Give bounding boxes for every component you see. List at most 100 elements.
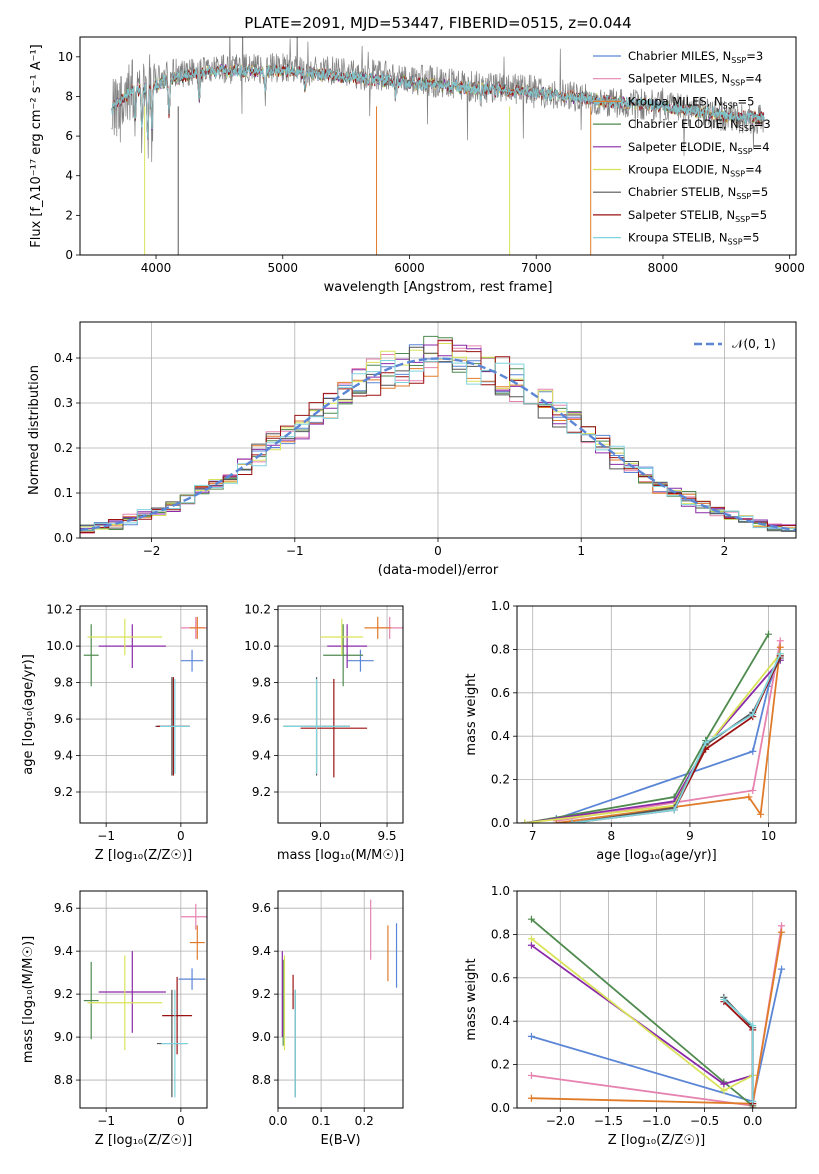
y-tick-label: 4: [65, 169, 73, 183]
y-tick-label: 1.0: [491, 884, 510, 898]
y-tick-label: 9.8: [54, 676, 73, 690]
x-axis-label: age [log₁₀(age/yr)]: [596, 848, 717, 863]
weight-marker: [527, 935, 535, 943]
plot-area-spectrum: [111, 37, 765, 255]
weight-marker: [527, 1094, 535, 1102]
weight-marker: [778, 922, 786, 930]
weight-marker: [749, 1097, 757, 1105]
y-tick-label: 8.8: [54, 1073, 73, 1087]
y-tick-label: 9.4: [252, 944, 271, 958]
x-tick-label: 5000: [267, 261, 298, 275]
x-tick-label: 9: [686, 829, 694, 843]
y-axis-label: Normed distribution: [27, 365, 42, 495]
histogram-series: [80, 335, 796, 532]
chart-residuals: −2 −1 0 1 2 0.0 0.1 0.2 0.3 0.4 (data-model)/error…: [27, 321, 797, 578]
y-tick-label: 0.8: [491, 927, 510, 941]
x-tick-label: −1: [97, 829, 115, 843]
y-tick-label: 10.0: [244, 639, 271, 653]
x-tick-label: −1: [97, 1114, 115, 1128]
x-axis-label: E(B-V): [320, 1133, 360, 1148]
axes-frame: [516, 605, 797, 824]
weight-line: [530, 937, 754, 1092]
weight-marker: [527, 915, 535, 923]
normal-curve: [80, 357, 796, 532]
x-tick-label: 8000: [648, 261, 679, 275]
weight-marker: [527, 1032, 535, 1040]
plot-area-mass_vs_Z: [83, 903, 207, 1098]
axes-frame: [79, 605, 208, 824]
y-tick-label: 9.6: [252, 901, 271, 915]
x-tick-label: 4000: [141, 261, 172, 275]
x-tick-label: −0.5: [690, 1114, 719, 1128]
y-tick-label: 0.2: [491, 773, 510, 787]
plot-area-weights_vs_Z: [527, 915, 786, 1108]
y-tick-label: 0.0: [54, 531, 73, 545]
axes-frame: [277, 605, 404, 824]
weight-line: [524, 659, 781, 823]
y-tick-label: 9.8: [252, 676, 271, 690]
legend-label: Salpeter STELIB, NSSP=5: [628, 208, 767, 224]
y-tick-label: 6: [65, 129, 73, 143]
plot-area-age_vs_Z: [83, 616, 207, 776]
y-tick-label: 9.4: [54, 749, 73, 763]
y-tick-label: 10.0: [46, 639, 73, 653]
x-tick-label: −1.5: [594, 1114, 623, 1128]
weight-marker: [776, 643, 784, 651]
y-axis-label: mass weight: [464, 673, 479, 755]
legend-label: Kroupa MILES, NSSP=5: [628, 94, 754, 110]
weight-marker: [749, 747, 757, 755]
figure-title: PLATE=2091, MJD=53447, FIBERID=0515, z=0…: [244, 14, 631, 32]
axes-frame: [277, 890, 404, 1109]
y-tick-label: 9.6: [54, 712, 73, 726]
weight-line: [723, 996, 754, 1108]
y-tick-label: 10: [58, 50, 73, 64]
weight-marker: [757, 810, 765, 818]
y-axis-label: mass weight: [464, 958, 479, 1040]
y-tick-label: 0.0: [491, 1101, 510, 1115]
y-tick-label: 9.2: [54, 987, 73, 1001]
plot-area-mass_vs_ebv: [281, 899, 398, 1098]
x-tick-label: 8: [607, 829, 615, 843]
histogram-series: [80, 339, 796, 533]
x-tick-label: −2: [143, 544, 161, 558]
x-tick-label: 9.0: [311, 829, 330, 843]
x-axis-label: wavelength [Angstrom, rest frame]: [324, 280, 553, 295]
y-axis-label: age [log₁₀(age/yr)]: [21, 654, 36, 775]
x-axis-label: mass [log₁₀(M/M☉)]: [277, 848, 404, 863]
y-tick-label: 9.6: [54, 901, 73, 915]
chart-spectrum: 4000 5000 6000 7000 8000 9000 0 2 4 6 8 10 wavelengt…: [29, 36, 805, 295]
x-tick-label: −2.0: [546, 1114, 575, 1128]
y-tick-label: 9.4: [252, 749, 271, 763]
y-tick-label: 0.3: [54, 396, 73, 410]
weight-marker: [568, 819, 576, 823]
y-tick-label: 0.4: [54, 351, 73, 365]
axes-frame: [79, 321, 797, 539]
spectrum-legend: Chabrier MILES, NSSP=3 Salpeter MILES, NS…: [593, 49, 771, 247]
x-tick-label: 9.5: [377, 829, 396, 843]
weight-line: [556, 647, 782, 823]
weight-marker: [749, 711, 757, 718]
y-axis-label: Flux [f_λ10⁻¹⁷ erg cm⁻² s⁻¹ A⁻¹]: [29, 44, 44, 248]
x-tick-label: 0.0: [268, 1114, 287, 1128]
weight-marker: [527, 1071, 535, 1079]
weight-marker: [776, 637, 784, 645]
x-tick-label: 0: [434, 544, 442, 558]
x-tick-label: 2: [721, 544, 729, 558]
x-tick-label: 0: [177, 1114, 185, 1128]
weight-marker: [720, 1087, 728, 1095]
chart-age_vs_Z: −1 0 9.2 9.4 9.6 9.8 10.0 10.2 Z [log₁₀(Z/Z☉)] ag…: [21, 603, 208, 863]
weight-line: [530, 918, 754, 1107]
weight-marker: [749, 786, 757, 794]
y-tick-label: 10.2: [244, 603, 271, 617]
x-tick-label: 6000: [394, 261, 425, 275]
x-tick-label: −1.0: [642, 1114, 671, 1128]
weight-line: [556, 640, 782, 822]
y-tick-label: 0: [65, 248, 73, 262]
legend-label: Chabrier ELODIE, NSSP=3: [628, 117, 771, 133]
x-tick-label: 0.1: [312, 1114, 331, 1128]
y-axis-label: mass [log₁₀(M/M☉)]: [21, 936, 36, 1063]
x-tick-label: 0.0: [743, 1114, 762, 1128]
legend-label: Salpeter MILES, NSSP=4: [628, 72, 762, 88]
plot-area-weights_vs_age: [521, 630, 784, 823]
y-tick-label: 2: [65, 208, 73, 222]
